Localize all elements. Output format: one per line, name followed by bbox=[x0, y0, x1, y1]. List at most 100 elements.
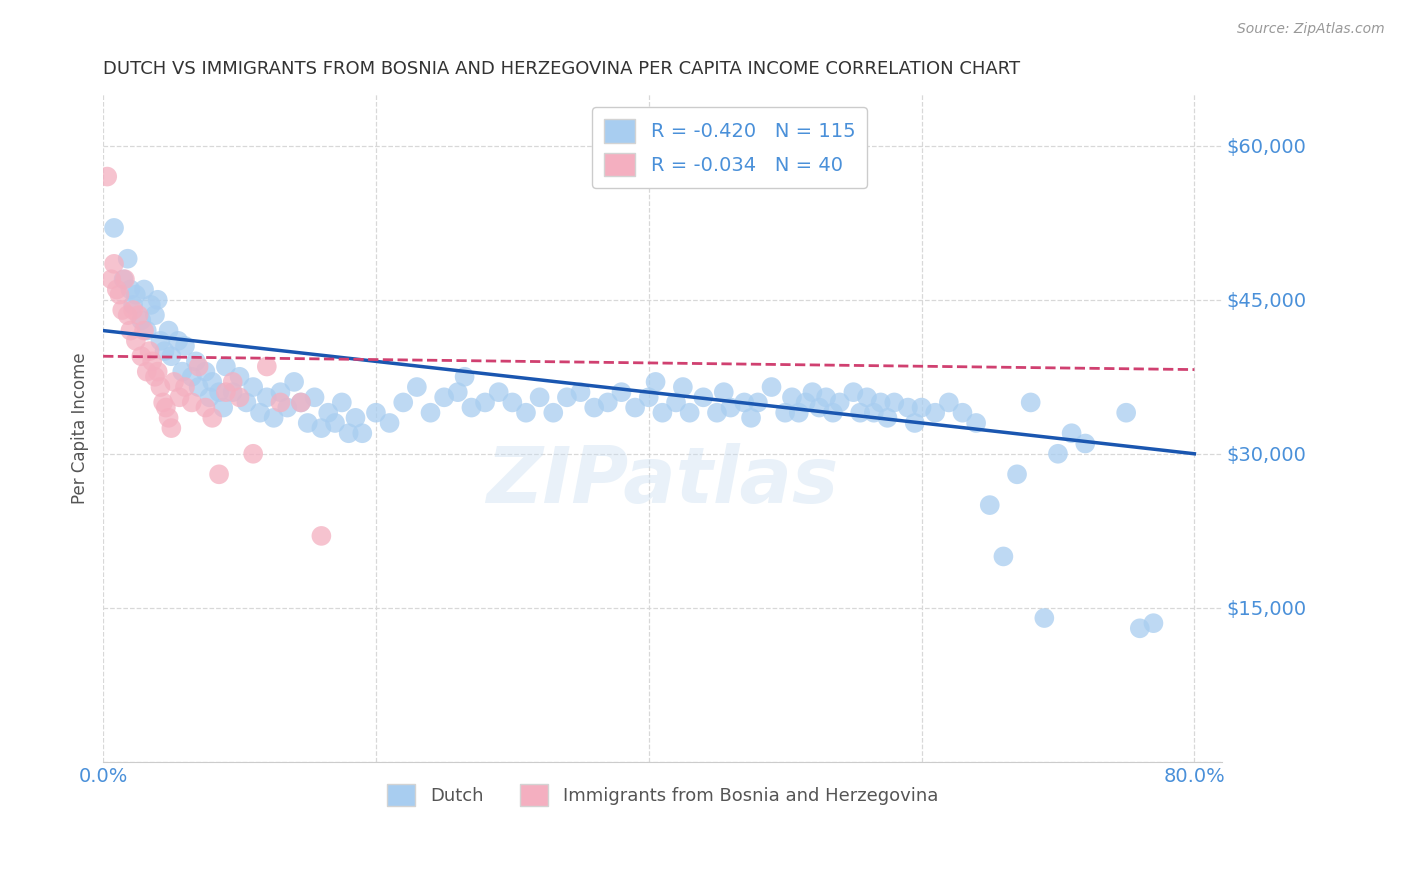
Point bbox=[993, 549, 1015, 564]
Point bbox=[112, 272, 135, 286]
Point bbox=[787, 406, 810, 420]
Point bbox=[138, 344, 160, 359]
Point bbox=[488, 385, 510, 400]
Point bbox=[157, 324, 180, 338]
Point bbox=[283, 375, 305, 389]
Point bbox=[323, 416, 346, 430]
Point bbox=[256, 390, 278, 404]
Point bbox=[152, 395, 174, 409]
Point bbox=[198, 390, 221, 404]
Point bbox=[128, 308, 150, 322]
Point bbox=[364, 406, 387, 420]
Point bbox=[143, 369, 166, 384]
Point bbox=[583, 401, 606, 415]
Point bbox=[644, 375, 666, 389]
Point bbox=[1074, 436, 1097, 450]
Point bbox=[174, 339, 197, 353]
Point bbox=[160, 421, 183, 435]
Point bbox=[938, 395, 960, 409]
Point bbox=[856, 390, 879, 404]
Point bbox=[801, 385, 824, 400]
Point bbox=[180, 369, 202, 384]
Point bbox=[316, 406, 339, 420]
Point bbox=[828, 395, 851, 409]
Point bbox=[1115, 406, 1137, 420]
Point bbox=[290, 395, 312, 409]
Point bbox=[460, 401, 482, 415]
Point bbox=[780, 390, 803, 404]
Point bbox=[740, 410, 762, 425]
Point bbox=[187, 359, 209, 374]
Legend: Dutch, Immigrants from Bosnia and Herzegovina: Dutch, Immigrants from Bosnia and Herzeg… bbox=[380, 776, 945, 813]
Point bbox=[849, 406, 872, 420]
Point bbox=[692, 390, 714, 404]
Point bbox=[720, 401, 742, 415]
Point bbox=[610, 385, 633, 400]
Point bbox=[212, 401, 235, 415]
Point bbox=[344, 410, 367, 425]
Point bbox=[135, 365, 157, 379]
Point bbox=[228, 390, 250, 404]
Point bbox=[1142, 616, 1164, 631]
Point bbox=[637, 390, 659, 404]
Point bbox=[187, 380, 209, 394]
Point bbox=[773, 406, 796, 420]
Point bbox=[672, 380, 695, 394]
Point bbox=[132, 324, 155, 338]
Point bbox=[761, 380, 783, 394]
Point bbox=[1129, 621, 1152, 635]
Point bbox=[876, 410, 898, 425]
Point bbox=[242, 447, 264, 461]
Point bbox=[149, 334, 172, 348]
Point bbox=[897, 401, 920, 415]
Point bbox=[174, 380, 197, 394]
Point bbox=[157, 410, 180, 425]
Text: DUTCH VS IMMIGRANTS FROM BOSNIA AND HERZEGOVINA PER CAPITA INCOME CORRELATION CH: DUTCH VS IMMIGRANTS FROM BOSNIA AND HERZ… bbox=[103, 60, 1021, 78]
Point bbox=[263, 410, 285, 425]
Point bbox=[392, 395, 415, 409]
Point bbox=[235, 395, 257, 409]
Point bbox=[222, 375, 245, 389]
Point bbox=[208, 385, 231, 400]
Point bbox=[1019, 395, 1042, 409]
Point bbox=[1005, 467, 1028, 482]
Point bbox=[290, 395, 312, 409]
Point bbox=[169, 390, 191, 404]
Point bbox=[679, 406, 702, 420]
Point bbox=[433, 390, 456, 404]
Point bbox=[96, 169, 118, 184]
Point bbox=[904, 416, 927, 430]
Point bbox=[114, 272, 136, 286]
Point bbox=[194, 401, 217, 415]
Point bbox=[105, 283, 128, 297]
Point bbox=[149, 380, 172, 394]
Point bbox=[815, 390, 838, 404]
Point bbox=[706, 406, 728, 420]
Point bbox=[139, 298, 162, 312]
Point bbox=[474, 395, 496, 409]
Point bbox=[405, 380, 427, 394]
Point bbox=[555, 390, 578, 404]
Point bbox=[194, 365, 217, 379]
Point bbox=[304, 390, 326, 404]
Point bbox=[249, 406, 271, 420]
Point bbox=[713, 385, 735, 400]
Point bbox=[208, 467, 231, 482]
Point bbox=[131, 313, 153, 327]
Point bbox=[122, 298, 145, 312]
Point bbox=[120, 324, 142, 338]
Point bbox=[665, 395, 688, 409]
Point bbox=[453, 369, 475, 384]
Point bbox=[111, 303, 134, 318]
Point bbox=[269, 385, 291, 400]
Point bbox=[146, 293, 169, 307]
Point bbox=[215, 385, 238, 400]
Point bbox=[160, 349, 183, 363]
Point bbox=[1033, 611, 1056, 625]
Point bbox=[1060, 426, 1083, 441]
Point bbox=[103, 257, 125, 271]
Point bbox=[862, 406, 884, 420]
Point bbox=[276, 401, 298, 415]
Point bbox=[100, 272, 122, 286]
Text: Source: ZipAtlas.com: Source: ZipAtlas.com bbox=[1237, 22, 1385, 37]
